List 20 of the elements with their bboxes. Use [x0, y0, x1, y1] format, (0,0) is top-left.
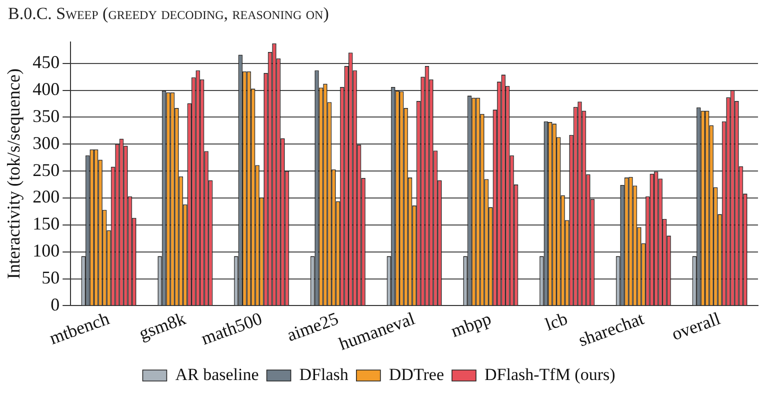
y-tick-label: 100 [32, 240, 60, 261]
y-tick-label: 350 [32, 106, 60, 126]
legend-label: DFlash-TfM (ours) [484, 364, 616, 384]
y-tick-label: 300 [32, 132, 60, 153]
legend-label: DFlash [299, 364, 349, 384]
y-tick-label: 50 [42, 268, 60, 288]
legend-label: DDTree [388, 364, 444, 384]
y-tick-label: 450 [32, 52, 60, 72]
x-tick-label: gsm8k [136, 308, 188, 344]
y-tick-label: 250 [32, 160, 60, 180]
y-tick-label: 150 [32, 214, 60, 234]
y-tick-label: 200 [32, 186, 60, 207]
y-tick-label: 400 [32, 79, 60, 100]
x-tick-label: overall [669, 308, 723, 344]
y-axis-title: Interactivity (tok/s/sequence) [4, 68, 24, 279]
y-tick-label: 0 [50, 294, 60, 314]
x-tick-label: mbpp [448, 308, 494, 342]
x-tick-label: lcb [542, 308, 570, 335]
legend-label: AR baseline [175, 364, 259, 384]
chart-title: B.0.C. Sweep (greedy decoding, reasoning on) [8, 4, 329, 24]
